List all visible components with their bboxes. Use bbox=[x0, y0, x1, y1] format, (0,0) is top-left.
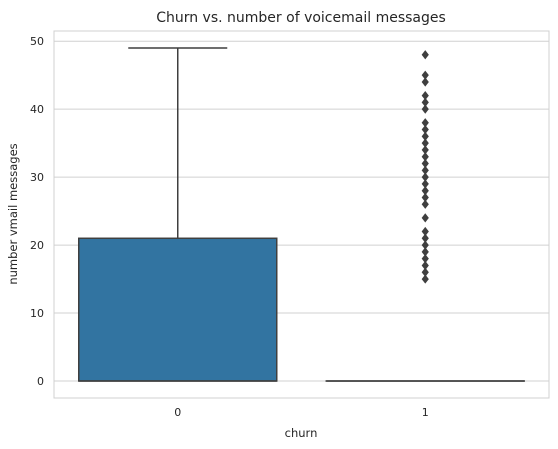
outlier-point bbox=[421, 199, 429, 209]
y-tick-label: 40 bbox=[30, 103, 44, 116]
outlier-point bbox=[421, 186, 429, 196]
outlier-point bbox=[421, 172, 429, 182]
y-axis-label: number vmail messages bbox=[6, 143, 20, 284]
outlier-point bbox=[421, 274, 429, 284]
outlier-point bbox=[421, 213, 429, 223]
y-tick-label: 50 bbox=[30, 35, 44, 48]
x-tick-label: 0 bbox=[174, 406, 181, 419]
box-group-0 bbox=[78, 47, 278, 382]
outlier-point bbox=[421, 70, 429, 80]
outlier-point bbox=[421, 233, 429, 243]
outlier-point bbox=[421, 226, 429, 237]
chart-title: Churn vs. number of voicemail messages bbox=[156, 10, 446, 26]
plot-frame bbox=[53, 30, 550, 399]
outlier-point bbox=[421, 77, 429, 87]
outlier-point bbox=[421, 50, 429, 60]
outlier-point bbox=[421, 260, 429, 271]
outlier-point bbox=[421, 267, 429, 277]
outlier-point bbox=[421, 145, 429, 155]
outlier-point bbox=[421, 104, 429, 114]
outlier-point bbox=[421, 131, 429, 141]
outlier-point bbox=[421, 152, 429, 162]
outlier-point bbox=[421, 118, 429, 128]
y-tick-label: 10 bbox=[30, 307, 44, 320]
outlier-point bbox=[421, 247, 429, 257]
outlier-point bbox=[421, 124, 429, 135]
box bbox=[78, 237, 278, 382]
outlier-point bbox=[421, 90, 429, 101]
boxes bbox=[78, 47, 525, 382]
y-tick-labels: 0 10 20 30 40 50 bbox=[30, 35, 44, 388]
outlier-point bbox=[421, 97, 429, 107]
outlier-point bbox=[421, 254, 429, 264]
outlier-point bbox=[421, 165, 429, 175]
outlier-point bbox=[421, 158, 429, 169]
outlier-point bbox=[421, 179, 429, 189]
x-axis-label: churn bbox=[285, 426, 318, 440]
outlier-point bbox=[421, 192, 429, 203]
outlier-point bbox=[421, 138, 429, 148]
outlier-point bbox=[421, 240, 429, 250]
box-group-1 bbox=[325, 50, 525, 382]
x-tick-label: 1 bbox=[422, 406, 429, 419]
y-tick-label: 30 bbox=[30, 171, 44, 184]
y-tick-label: 0 bbox=[37, 375, 44, 388]
y-tick-label: 20 bbox=[30, 239, 44, 252]
